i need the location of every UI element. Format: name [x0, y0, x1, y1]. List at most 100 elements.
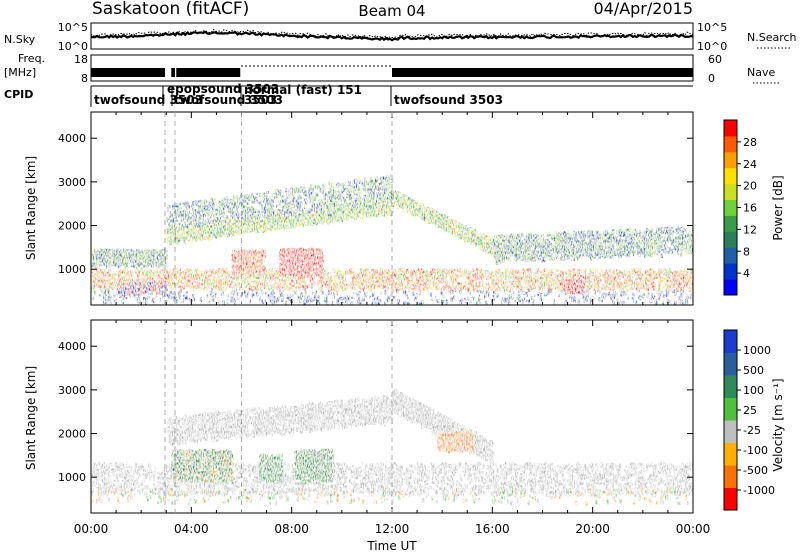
velocity-colorbar-tick: -500: [743, 464, 768, 477]
velocity-near-range: [91, 488, 689, 506]
velocity-colorbar-swatch: [724, 330, 737, 353]
velocity-colorbar: 1000 500 100 25 -25 -100 -500 -1000: [723, 329, 775, 511]
power-colorbar-swatch: [724, 199, 737, 216]
freq-strip: Freq. [MHz] 18 8 60 0 Nave: [4, 52, 780, 85]
freq-bar-2: [176, 68, 241, 77]
velocity-colorbar-swatch: [724, 397, 737, 421]
power-colorbar-swatch: [724, 231, 737, 248]
x-axis-label: Time UT: [366, 539, 417, 553]
power-panel: 1000 2000 3000 4000 Slant Range [km]: [24, 111, 694, 306]
date-title: 04/Apr/2015: [593, 0, 693, 18]
x-tick-label: 00:00: [74, 522, 109, 536]
velocity-green-patch-1: [171, 448, 234, 484]
power-colorbar: 28 24 20 16 12 8 4: [723, 119, 757, 296]
freq-tick-top: 18: [74, 53, 88, 66]
velocity-colorbar-tick: -1000: [743, 484, 775, 497]
x-tick-label: 04:00: [174, 522, 209, 536]
power-colorbar-tick: 24: [743, 158, 757, 171]
freq-bar-0: [91, 68, 165, 77]
cpid-seg-twofsound-1: twofsound 3503: [94, 93, 203, 107]
velocity-rising-gray: [167, 394, 394, 446]
velocity-descending-gray: [392, 387, 495, 467]
velocity-colorbar-swatch: [724, 465, 737, 488]
nsky-label: N.Sky: [4, 33, 36, 46]
nsearch-label: N.Search: [747, 31, 797, 44]
velocity-orange-patch: [437, 431, 475, 454]
velocity-colorbar-tick: 25: [743, 404, 757, 417]
cpid-seg-normal-fast: normal (fast) 151: [244, 83, 362, 97]
velocity-ylabel: Slant Range [km]: [24, 366, 38, 470]
power-colorbar-swatch: [724, 247, 737, 264]
velocity-colorbar-swatch: [724, 487, 737, 511]
power-colorbar-swatch: [724, 135, 737, 153]
cpid-seg-twofsound-2: twofsound 3503: [174, 93, 283, 107]
noise-strip: N.Sky N.Search 10^5 10^0 10^5 10^0: [4, 21, 797, 53]
noise-tick-top-right: 10^5: [697, 21, 727, 34]
power-colorbar-tick: 8: [743, 245, 750, 258]
freq-label-1: Freq.: [18, 52, 45, 65]
power-rising-band-top: [166, 173, 395, 235]
power-colorbar-swatch: [724, 120, 737, 137]
x-tick-label: 16:00: [475, 522, 510, 536]
power-lower-band: [91, 268, 693, 293]
power-lower-band-top: [91, 248, 168, 269]
power-axes: 1000 2000 3000 4000: [58, 112, 694, 305]
velocity-colorbar-swatch: [724, 375, 737, 398]
velocity-colorbar-tick: 100: [743, 384, 764, 397]
nave-tick-top: 60: [708, 53, 722, 66]
x-tick-label: 20:00: [575, 522, 610, 536]
y-tick-label: 4000: [58, 132, 86, 145]
freq-bar-3: [392, 68, 693, 77]
y-tick-label: 2000: [58, 220, 86, 233]
velocity-colorbar-swatch: [724, 420, 737, 443]
power-colorbar-swatch: [724, 263, 737, 280]
noise-tick-bottom-left: 10^0: [58, 40, 88, 53]
velocity-colorbar-tick: 1000: [743, 344, 771, 357]
y-tick-label: 3000: [58, 384, 86, 397]
cpid-seg-3503: 3503: [244, 93, 277, 107]
nsearch-trace: [90, 28, 694, 39]
noise-tick-top-left: 10^5: [58, 21, 88, 34]
velocity-green-patch-3: [294, 448, 335, 484]
x-tick-label: 08:00: [274, 522, 309, 536]
power-colorbar-swatch: [724, 167, 737, 185]
velocity-colorbar-tick: 500: [743, 364, 764, 377]
freq-label-2: [MHz]: [4, 66, 36, 79]
power-colorbar-swatch: [724, 279, 737, 296]
velocity-colorbar-swatch: [724, 442, 737, 466]
y-tick-label: 1000: [58, 263, 86, 276]
cpid-seg-twofsound-3: twofsound 3503: [394, 93, 503, 107]
y-tick-label: 1000: [58, 471, 86, 484]
y-tick-label: 4000: [58, 340, 86, 353]
power-colorbar-tick: 4: [743, 267, 750, 280]
noise-tick-bottom-right: 10^0: [697, 40, 727, 53]
velocity-panel: 1000 2000 3000 4000 00:00 04:00 08:00 12:00 16:0…: [24, 319, 711, 553]
velocity-colorbar-swatch: [724, 352, 737, 376]
cpid-strip: CPID twofsound 3503 epopsound 3503 twofs…: [4, 82, 693, 107]
y-tick-label: 2000: [58, 428, 86, 441]
nave-tick-bottom: 0: [708, 72, 715, 85]
x-tick-label: 00:00: [676, 522, 711, 536]
power-colorbar-tick: 20: [743, 180, 757, 193]
power-colorbar-label: Power [dB]: [771, 175, 785, 240]
velocity-colorbar-label: Velocity [m s⁻¹]: [771, 378, 785, 471]
station-title: Saskatoon (fitACF): [92, 0, 249, 19]
power-descending-band: [392, 190, 508, 262]
beam-title: Beam 04: [358, 2, 425, 20]
power-near-noise: [92, 289, 693, 305]
power-colorbar-swatch: [724, 215, 737, 232]
power-colorbar-tick: 28: [743, 136, 757, 149]
freq-bars: [91, 68, 693, 77]
velocity-colorbar-tick: -25: [743, 424, 761, 437]
freq-tick-bottom: 8: [81, 72, 88, 85]
cpid-seg-epopsound: epopsound 3503: [167, 82, 279, 96]
power-ylabel: Slant Range [km]: [24, 156, 38, 260]
velocity-scatter: [91, 387, 693, 506]
y-tick-label: 3000: [58, 176, 86, 189]
cpid-label: CPID: [4, 88, 33, 101]
power-strong-patch: [279, 247, 325, 279]
velocity-green-patch-2: [259, 453, 284, 484]
power-upper-diffuse: [492, 226, 693, 265]
x-tick-label: 12:00: [375, 522, 410, 536]
